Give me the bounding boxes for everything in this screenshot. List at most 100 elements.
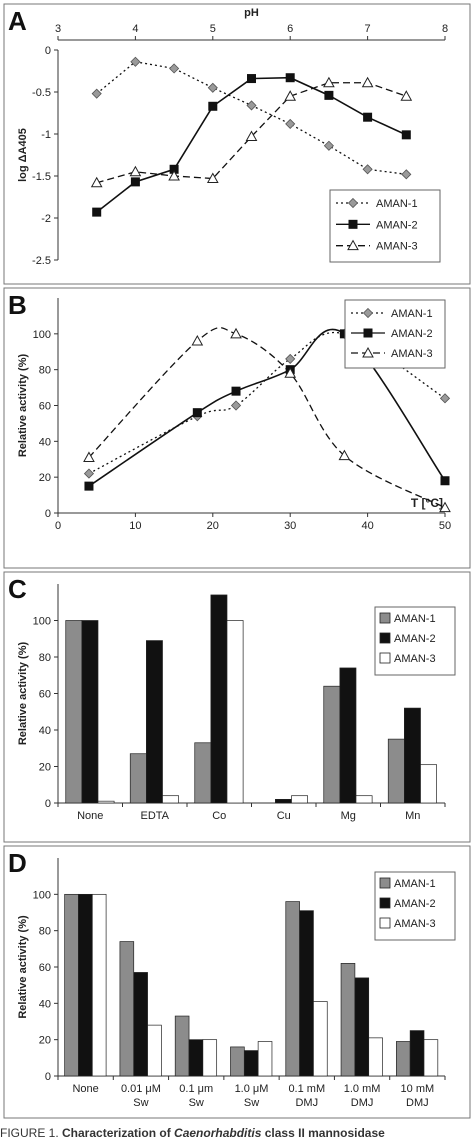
panel-b-series-aman-3-point bbox=[439, 501, 451, 513]
panel-c-bar-aman-2 bbox=[81, 620, 99, 804]
panel-d-bar-aman-1 bbox=[340, 963, 356, 1077]
panel-d-letter: D bbox=[8, 848, 27, 878]
panel-b: B 0 20 40 60 80 100 Relative activity (%) 0 10 20 3… bbox=[3, 287, 471, 569]
caption-bold-b: class II mannosidase bbox=[261, 1126, 385, 1140]
panel-d-legend-swatch bbox=[379, 877, 391, 889]
panel-d-y-axis-label: Relative activity (%) bbox=[17, 915, 29, 1019]
panel-a-y-tick-label: -2.5 bbox=[32, 255, 51, 267]
panel-d-legend-label: AMAN-3 bbox=[394, 918, 436, 930]
panel-b-y-tick-label: 0 bbox=[45, 508, 51, 520]
caption-prefix: FIGURE 1. bbox=[0, 1126, 63, 1140]
panel-c-category-label: Co bbox=[212, 810, 226, 822]
panel-d-bar-aman-2 bbox=[243, 1050, 259, 1077]
panel-c: C 0 20 40 60 80 100 Relative activity (%) None ED… bbox=[3, 571, 471, 843]
panel-d-category-label: 1.0 μM bbox=[235, 1083, 269, 1095]
panel-a-legend-label: AMAN-2 bbox=[376, 219, 418, 231]
panel-d-y-tick-label: 40 bbox=[39, 998, 51, 1010]
panel-d-bar-aman-1 bbox=[285, 901, 300, 1077]
panel-c-bar-aman-3 bbox=[162, 795, 179, 804]
panel-d-category-label: DMJ bbox=[295, 1097, 318, 1109]
panel-a-legend-marker bbox=[348, 219, 358, 229]
panel-c-category-label: Mg bbox=[341, 810, 356, 822]
panel-a-series-aman-3-point bbox=[284, 90, 297, 101]
panel-b-series-aman-3-point bbox=[230, 327, 242, 339]
panel-d-y-tick-label: 20 bbox=[39, 1035, 51, 1047]
panel-b-legend: AMAN-1 AMAN-2 AMAN-3 bbox=[344, 299, 446, 369]
panel-a-legend-label: AMAN-1 bbox=[376, 198, 418, 210]
panel-b-x-tick-label: 50 bbox=[439, 520, 451, 532]
panel-a-series-aman-1-point bbox=[169, 63, 180, 74]
panel-d-category-label: 0.1 μm bbox=[179, 1083, 213, 1095]
panel-a-x-tick-label: 8 bbox=[442, 23, 448, 35]
panel-d-category-label: Sw bbox=[244, 1097, 259, 1109]
panel-b-series-aman-2-point bbox=[231, 386, 241, 396]
panel-d-bar-aman-3 bbox=[423, 1039, 439, 1077]
figure-caption: FIGURE 1. Characterization of Caenorhabd… bbox=[0, 1126, 474, 1147]
panel-a-series-aman-3-point bbox=[206, 172, 219, 184]
panel-d-bar-aman-3 bbox=[368, 1037, 383, 1077]
panel-b-series-aman-3-point bbox=[338, 449, 351, 461]
panel-b-x-tick-label: 20 bbox=[207, 520, 219, 532]
panel-d-category-label: Sw bbox=[133, 1097, 148, 1109]
panel-a-series-aman-1 bbox=[91, 56, 412, 180]
panel-d-category-label: DMJ bbox=[351, 1097, 374, 1109]
panel-d-category-label: 0.01 μM bbox=[121, 1083, 161, 1095]
panel-b-y-tick-label: 60 bbox=[39, 401, 51, 413]
panel-b-x-tick-label: 10 bbox=[129, 520, 141, 532]
panel-b-letter: B bbox=[8, 290, 27, 320]
panel-a-letter: A bbox=[8, 6, 27, 36]
panel-a-series-aman-2-point bbox=[208, 101, 218, 111]
panel-a-y-tick-label: 0 bbox=[45, 45, 51, 57]
panel-a-series-aman-3-point bbox=[245, 130, 258, 142]
panel-c-legend-swatch bbox=[379, 652, 391, 664]
panel-c-bar-aman-1 bbox=[129, 753, 147, 804]
panel-b-series-aman-3 bbox=[83, 327, 451, 513]
panel-d-bar-aman-1 bbox=[119, 941, 135, 1077]
panel-d-category-label: 1.0 mM bbox=[344, 1083, 381, 1095]
panel-c-legend-label: AMAN-1 bbox=[394, 613, 436, 625]
panel-d-y-tick-label: 0 bbox=[45, 1071, 51, 1083]
panel-c-category-label: None bbox=[77, 810, 103, 822]
panel-c-y-tick-label: 40 bbox=[39, 725, 51, 737]
panel-b-x-tick-label: 0 bbox=[55, 520, 61, 532]
panel-d-legend: AMAN-1 AMAN-2 AMAN-3 bbox=[374, 871, 456, 941]
panel-a-x-tick-label: 5 bbox=[210, 23, 216, 35]
panel-a-series-aman-3-point bbox=[323, 76, 335, 88]
panel-c-bar-aman-2 bbox=[275, 798, 292, 804]
panel-a-y-tick-label: -2 bbox=[41, 213, 51, 225]
panel-d-bar-aman-3 bbox=[313, 1001, 328, 1077]
panel-b-y-tick-label: 40 bbox=[39, 436, 51, 448]
panel-b-series-aman-3-line bbox=[88, 327, 446, 509]
caption-genus: Caenorhabditis bbox=[174, 1126, 262, 1140]
panel-b-series-aman-1-point bbox=[285, 353, 296, 364]
panel-a: A 0 -0.5 -1 -1.5 -2 -2.5 log ΔA405 3 4 5 6 7 8 pH AMAN-… bbox=[3, 3, 471, 285]
panel-a-y-axis-label: log ΔA405 bbox=[17, 128, 29, 182]
panel-c-bar-aman-2 bbox=[404, 707, 421, 804]
panel-c-bar-aman-3 bbox=[420, 764, 437, 804]
panel-d-category-label: 10 mM bbox=[401, 1083, 435, 1095]
panel-a-legend: AMAN-1 AMAN-2 AMAN-3 bbox=[329, 189, 441, 263]
panel-d-y-tick-label: 60 bbox=[39, 962, 51, 974]
panel-a-series-aman-2-point bbox=[130, 177, 140, 187]
panel-a-series-aman-2-point bbox=[363, 112, 373, 122]
panel-c-bar-aman-2 bbox=[339, 667, 357, 804]
panel-a-series-aman-3-point bbox=[361, 76, 374, 88]
panel-c-legend: AMAN-1 AMAN-2 AMAN-3 bbox=[374, 606, 456, 676]
panel-b-y-tick-label: 100 bbox=[33, 329, 51, 341]
panel-b-series-aman-1-point bbox=[83, 468, 95, 479]
panel-a-series-aman-2-point bbox=[247, 74, 256, 84]
panel-c-bar-aman-2 bbox=[146, 640, 163, 804]
panel-b-legend-label: AMAN-3 bbox=[391, 348, 433, 360]
panel-d-bar-aman-1 bbox=[174, 1015, 190, 1077]
panel-c-legend-swatch bbox=[379, 632, 391, 644]
panel-d-bar-aman-2 bbox=[354, 977, 370, 1077]
panel-d-bar-aman-2 bbox=[299, 910, 314, 1077]
panel-c-legend-label: AMAN-2 bbox=[394, 633, 436, 645]
panel-a-series-aman-2-point bbox=[285, 73, 295, 83]
panel-a-x-axis-label: pH bbox=[244, 7, 259, 19]
panel-b-series-aman-3-point bbox=[284, 367, 297, 378]
panel-b-series-aman-2-line bbox=[88, 328, 446, 487]
panel-b-series-aman-3-point bbox=[83, 451, 95, 462]
panel-a-series-aman-3-point bbox=[168, 169, 180, 181]
